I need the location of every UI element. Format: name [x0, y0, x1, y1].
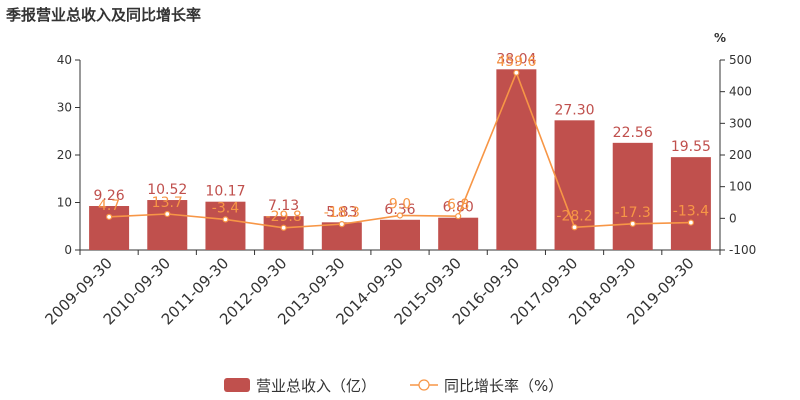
growth-point: [105, 213, 113, 220]
right-tick-label: 500: [729, 53, 752, 67]
legend: 营业总收入（亿） 同比增长率（%）: [224, 377, 563, 395]
bar: [670, 157, 711, 250]
growth-point: [222, 216, 229, 223]
bar-value-label: 38.04: [496, 51, 536, 67]
bar-value-label: 22.56: [613, 125, 653, 141]
growth-value-label: 459.6: [496, 54, 536, 70]
bar: [438, 217, 479, 250]
growth-point: [687, 219, 695, 226]
bar-value-label: 5.83: [326, 204, 357, 220]
bar-labels: 9.26 10.52 10.17 7.13 5.83 6.36 6.80 38.04 27.30…: [94, 51, 711, 220]
growth-value-label: -28.2: [556, 208, 592, 224]
bar: [147, 200, 188, 250]
bar-value-label: 6.36: [384, 202, 415, 218]
right-tick-label: 400: [729, 85, 752, 99]
growth-value-label: 4.7: [98, 198, 120, 214]
line-labels: 4.7 13.7 -3.4 -29.8 -18.3 9.0 6.8 459.6 -28.2 -17…: [98, 54, 709, 225]
left-tick-label: 10: [57, 196, 72, 210]
bar-value-label: 27.30: [554, 102, 594, 118]
bar: [496, 69, 537, 250]
bar-value-label: 9.26: [94, 188, 125, 204]
bar-value-label: 10.17: [205, 184, 245, 200]
right-tick-label: 300: [729, 116, 752, 130]
growth-value-label: -18.3: [324, 205, 360, 221]
right-axis-unit: %: [714, 31, 726, 45]
bar-value-label: 6.80: [443, 200, 474, 216]
left-tick-label: 20: [57, 148, 72, 162]
bar-value-label: 19.55: [671, 139, 711, 155]
right-tick-label: 200: [729, 148, 752, 162]
growth-value-label: -29.8: [266, 209, 302, 225]
growth-value-label: 9.0: [389, 196, 411, 212]
bar: [89, 206, 130, 250]
bar-value-label: 7.13: [268, 198, 299, 214]
bar: [554, 120, 595, 250]
growth-point: [571, 224, 578, 231]
growth-value-label: 13.7: [152, 195, 183, 211]
growth-point: [164, 210, 171, 218]
bar: [205, 201, 246, 250]
legend-line-label: 同比增长率（%）: [444, 377, 563, 395]
right-tick-label: 100: [729, 180, 752, 194]
growth-point: [338, 221, 345, 228]
left-tick-label: 30: [57, 101, 72, 115]
left-tick-label: 40: [57, 53, 72, 67]
bar: [263, 216, 304, 250]
legend-bar-label: 营业总收入（亿）: [256, 377, 376, 395]
growth-line-layer: [105, 69, 695, 231]
bar: [612, 142, 653, 250]
legend-line-marker: [418, 379, 430, 391]
growth-value-label: -3.4: [212, 200, 239, 216]
growth-value-label: -17.3: [615, 205, 651, 221]
left-tick-label: 0: [64, 243, 72, 257]
chart-title: 季报营业总收入及同比增长率: [6, 6, 202, 24]
right-tick-label: -100: [729, 243, 756, 257]
growth-point: [629, 220, 636, 227]
legend-bar-swatch: [224, 378, 250, 392]
bars: [89, 69, 711, 250]
growth-value-label: 6.8: [447, 197, 469, 213]
growth-point: [396, 212, 404, 219]
x-tick-labels: 2009-09-302010-09-302011-09-302012-09-30…: [42, 254, 698, 328]
right-tick-label: 0: [729, 211, 737, 225]
bar: [380, 219, 420, 250]
growth-point: [280, 224, 287, 231]
growth-point: [513, 69, 520, 76]
growth-value-label: -13.4: [673, 204, 709, 220]
bar-value-label: 10.52: [147, 182, 187, 198]
growth-point: [455, 213, 462, 220]
